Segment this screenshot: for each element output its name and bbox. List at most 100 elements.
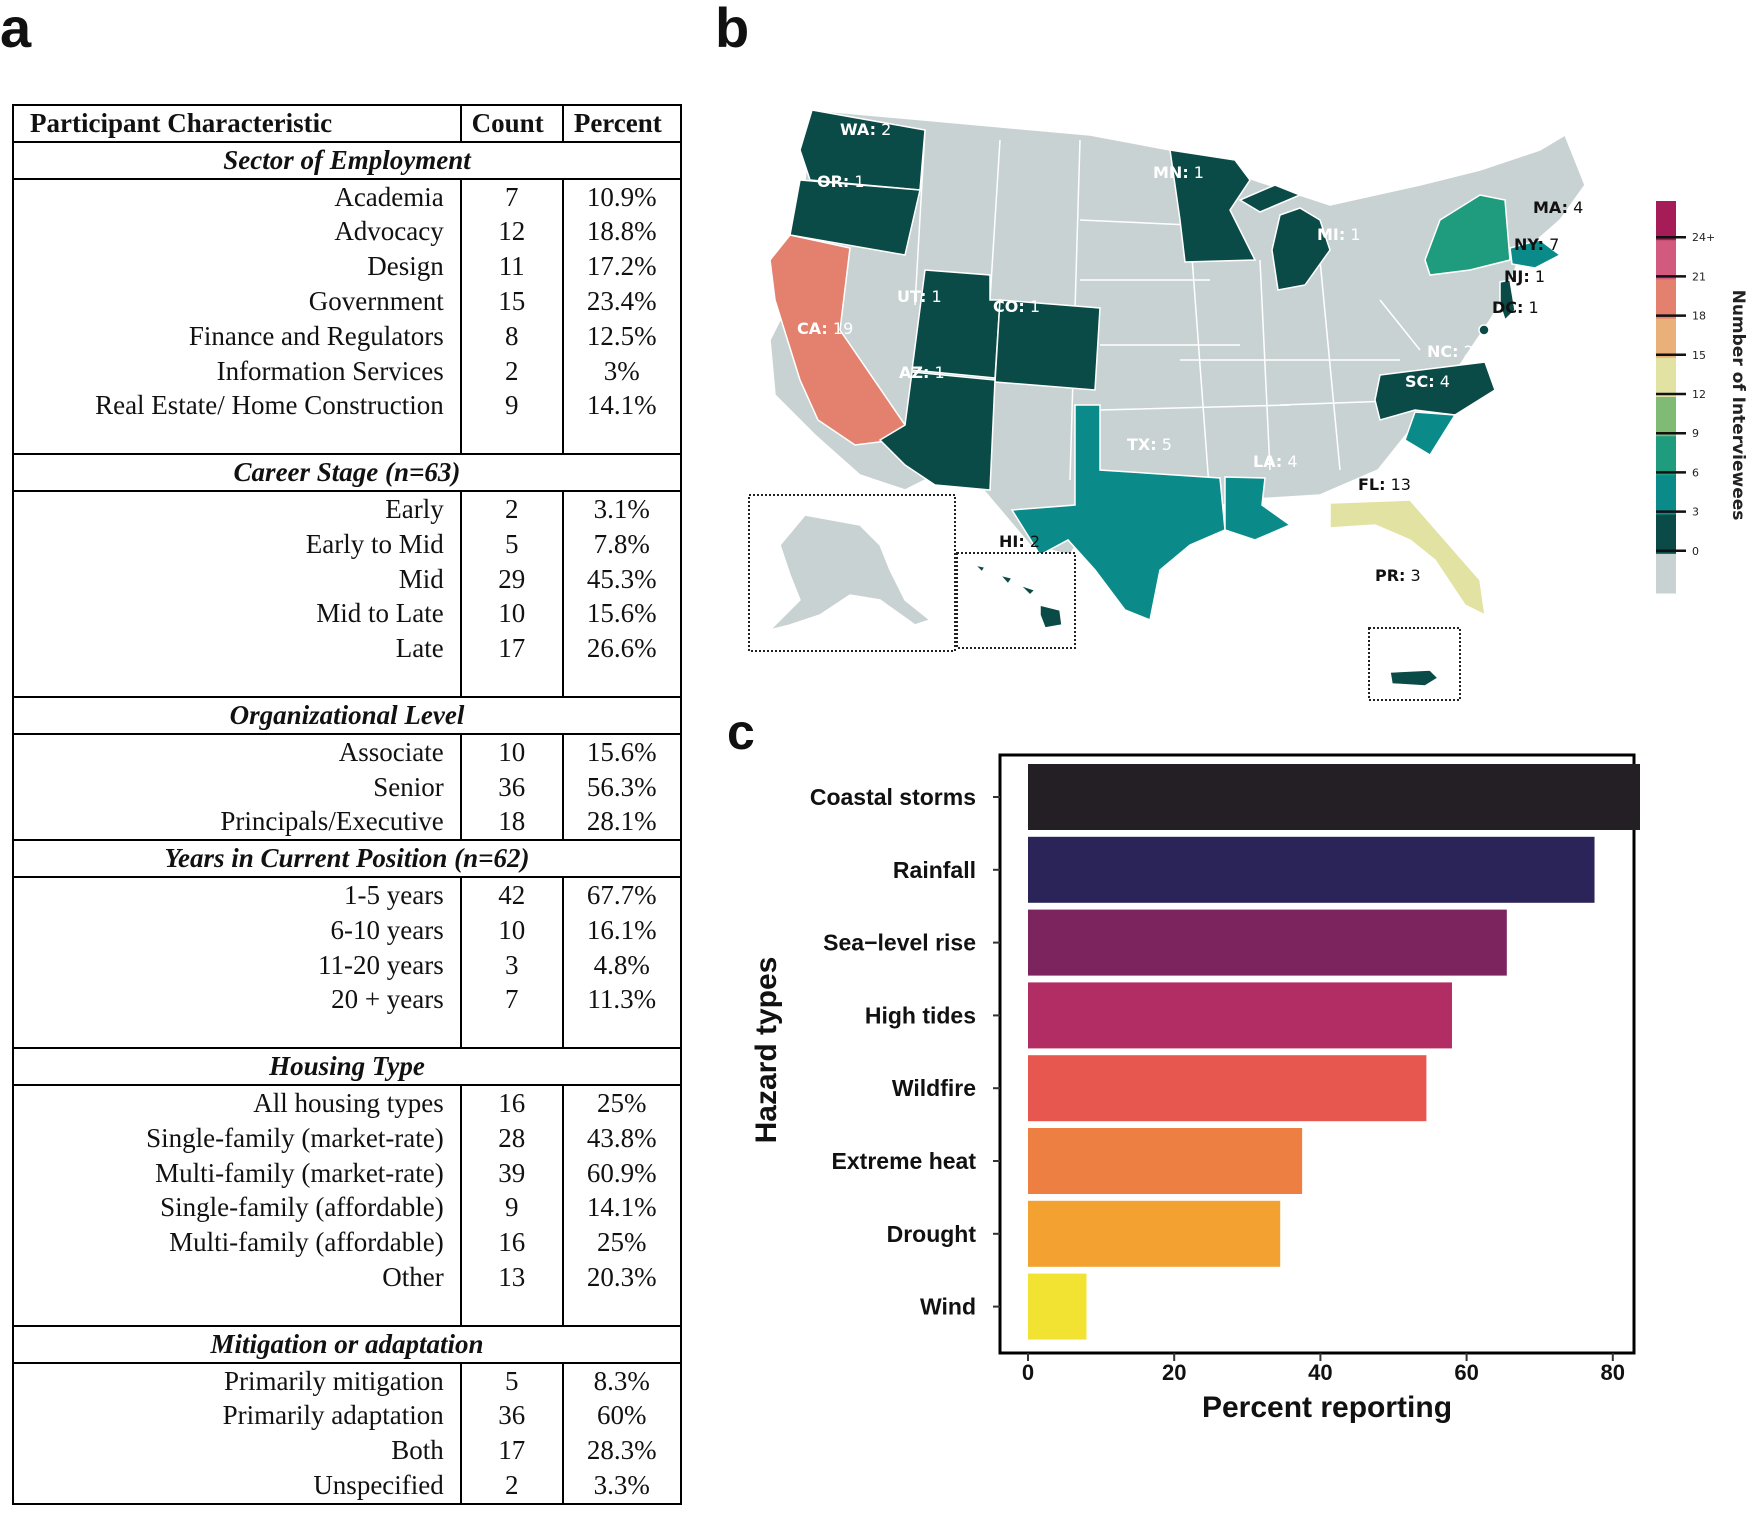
row-label: Finance and Regulators <box>12 318 462 354</box>
legend-swatch <box>1656 553 1676 594</box>
table-row: Both 17 28.3% <box>12 1433 683 1468</box>
legend-swatch <box>1656 201 1676 241</box>
table-row: Government 15 23.4% <box>12 283 683 319</box>
state-count: 5 <box>1157 435 1172 454</box>
row-count: 7 <box>459 178 564 215</box>
state-count: 4 <box>1282 452 1297 471</box>
row-label: Mid <box>12 561 462 597</box>
legend-tick-label: 12 <box>1692 388 1706 401</box>
table-row: Unspecified 2 3.3% <box>12 1467 683 1505</box>
state-abbr: PR: <box>1375 566 1405 585</box>
table-row: 6-10 years 10 16.1% <box>12 912 683 948</box>
state-abbr: OR: <box>817 172 849 191</box>
state-abbr: MI: <box>1317 225 1345 244</box>
state-label-wa: WA: 2 <box>840 120 891 139</box>
x-tick-label: 0 <box>1022 1360 1034 1385</box>
row-label: Senior <box>12 769 462 805</box>
row-count: 3 <box>459 947 564 983</box>
section-header-row: Years in Current Position (n=62) <box>12 839 682 878</box>
row-count: 9 <box>459 388 564 424</box>
section-spacer-row <box>12 423 683 456</box>
legend-swatch <box>1656 514 1676 555</box>
state-label-az: AZ: 1 <box>899 363 945 382</box>
state-shape-CA <box>769 234 906 446</box>
bar-sea-level-rise <box>1028 909 1507 976</box>
state-abbr: MA: <box>1533 198 1568 217</box>
category-labels: Coastal storms Rainfall Sea−level rise High… <box>810 784 1000 1320</box>
header-count: Count <box>459 104 564 143</box>
section-title: Sector of Employment <box>12 140 682 180</box>
row-percent: 26.6% <box>561 631 683 666</box>
state-abbr: TX: <box>1127 435 1157 454</box>
puerto-rico-inset-box <box>1368 627 1461 701</box>
row-count: 17 <box>459 631 564 666</box>
table-row: Associate 10 15.6% <box>12 733 683 770</box>
table-row: Finance and Regulators 8 12.5% <box>12 318 683 354</box>
legend-tick-label: 0 <box>1692 545 1699 558</box>
state-count: 2 <box>1459 342 1474 361</box>
x-tick-label: 80 <box>1601 1360 1625 1385</box>
row-label: Primarily adaptation <box>12 1398 462 1434</box>
participant-table-container: Participant Characteristic Count Percent… <box>12 104 683 1505</box>
row-percent: 67.7% <box>561 876 683 913</box>
legend-tick-label: 21 <box>1692 270 1706 283</box>
row-count: 39 <box>459 1155 564 1191</box>
row-label: Primarily mitigation <box>12 1362 462 1399</box>
state-count: 4 <box>1435 372 1450 391</box>
table-row: Multi-family (affordable) 16 25% <box>12 1225 683 1260</box>
table-row: Single-family (affordable) 9 14.1% <box>12 1190 683 1226</box>
row-percent: 4.8% <box>561 947 683 983</box>
section-header-row: Sector of Employment <box>12 140 682 180</box>
bar-wildfire <box>1028 1055 1427 1122</box>
state-shape-AK <box>767 514 932 632</box>
bar-series <box>1028 764 1640 1340</box>
x-tick-label: 20 <box>1162 1360 1186 1385</box>
state-label-pr: PR: 3 <box>1375 566 1421 585</box>
state-abbr: LA: <box>1253 452 1282 471</box>
row-label: Other <box>12 1259 462 1295</box>
map-states-layer <box>748 109 1586 701</box>
spacer-cell <box>459 423 564 456</box>
state-label-la: LA: 4 <box>1253 452 1298 471</box>
spacer-cell <box>12 1294 462 1327</box>
category-label: Extreme heat <box>832 1148 977 1174</box>
table-row: Late 17 26.6% <box>12 631 683 666</box>
plot-frame <box>998 753 1636 1355</box>
row-percent: 11.3% <box>561 982 683 1018</box>
state-shape-FL <box>1329 499 1486 617</box>
table-row: Mid 29 45.3% <box>12 561 683 597</box>
legend-swatch <box>1656 318 1676 359</box>
table-row: Early to Mid 5 7.8% <box>12 526 683 562</box>
state-shape-NY <box>1424 194 1511 276</box>
row-percent: 45.3% <box>561 561 683 597</box>
section-title: Housing Type <box>12 1047 682 1086</box>
row-count: 10 <box>459 733 564 770</box>
row-percent: 25% <box>561 1084 683 1121</box>
table-row: 20 + years 7 11.3% <box>12 982 683 1018</box>
spacer-cell <box>459 1294 564 1327</box>
state-count: 13 <box>1386 475 1411 494</box>
state-count: 7 <box>1544 235 1559 254</box>
state-shape-HI <box>972 563 1063 629</box>
x-tick-label: 60 <box>1454 1360 1478 1385</box>
row-label: Single-family (affordable) <box>12 1190 462 1226</box>
participant-table: Participant Characteristic Count Percent… <box>12 104 683 1505</box>
state-abbr: FL: <box>1358 475 1386 494</box>
state-count: 1 <box>926 287 941 306</box>
table-row: Information Services 2 3% <box>12 353 683 389</box>
section-header-row: Career Stage (n=63) <box>12 453 682 492</box>
row-count: 28 <box>459 1120 564 1156</box>
state-shape-AZ <box>878 371 996 491</box>
state-shape-DC <box>1478 324 1490 336</box>
state-abbr: DC: <box>1492 298 1523 317</box>
section-header-row: Organizational Level <box>12 695 682 735</box>
state-count: 2 <box>876 120 891 139</box>
state-abbr: CO: <box>993 297 1025 316</box>
row-count: 36 <box>459 1398 564 1434</box>
row-count: 10 <box>459 912 564 948</box>
state-shape-LA <box>1224 476 1292 541</box>
row-label: Advocacy <box>12 214 462 250</box>
legend-tick-label: 24+ <box>1692 231 1715 244</box>
table-row: Design 11 17.2% <box>12 249 683 284</box>
